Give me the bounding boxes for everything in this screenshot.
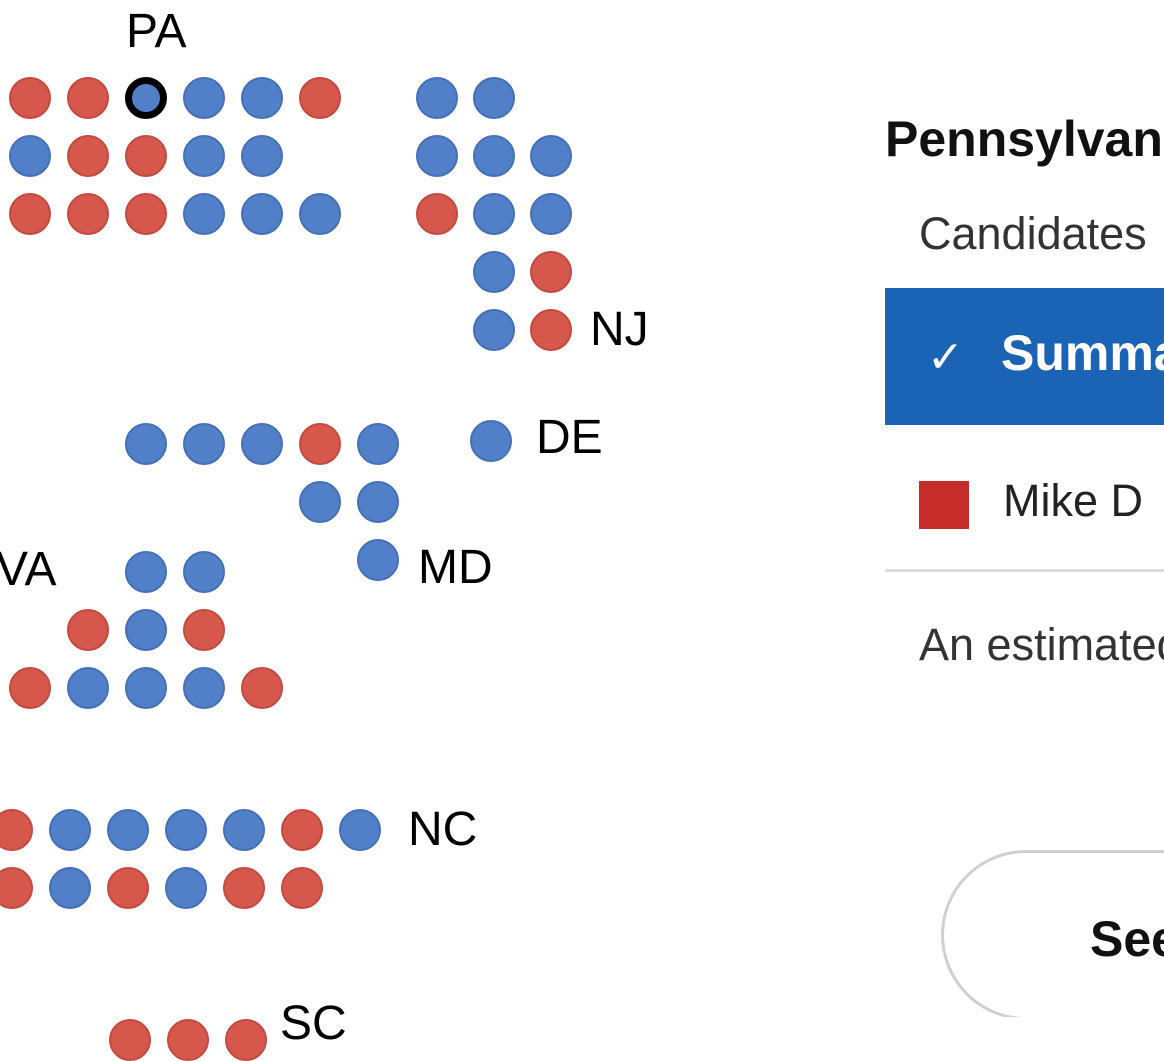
seat-dot-md-dem[interactable] (299, 481, 341, 523)
seat-dot-va-dem[interactable] (67, 667, 109, 709)
seat-dot-pa-dem[interactable] (241, 135, 283, 177)
seat-dot-va-rep[interactable] (9, 667, 51, 709)
seat-dot-pa-dem[interactable] (183, 135, 225, 177)
seat-dot-sc-rep[interactable] (167, 1019, 209, 1061)
seat-dot-nj-dem[interactable] (416, 77, 458, 119)
seat-dot-pa-rep[interactable] (9, 77, 51, 119)
seat-dot-va-rep[interactable] (67, 609, 109, 651)
estimate-note: An estimated … counted. (919, 619, 1164, 670)
seat-dot-va-dem[interactable] (183, 551, 225, 593)
seat-dot-nj-dem[interactable] (473, 309, 515, 351)
seat-dot-nc-dem[interactable] (165, 809, 207, 851)
seat-dot-nc-dem[interactable] (223, 809, 265, 851)
state-label-pa: PA (126, 5, 187, 58)
seat-dot-nc-dem[interactable] (165, 867, 207, 909)
seat-dot-nj-dem[interactable] (473, 77, 515, 119)
state-label-nj: NJ (590, 303, 649, 356)
race-detail-panel: Pennsylvania Candidates ✓ Summary Mike D… (885, 0, 1164, 1017)
seat-dot-md-dem[interactable] (357, 539, 399, 581)
summary-tab[interactable]: ✓ Summary (885, 288, 1164, 425)
seat-dot-pa-dem[interactable] (183, 77, 225, 119)
seat-dot-md-dem[interactable] (357, 481, 399, 523)
panel-title: Pennsylvania (885, 111, 1164, 167)
state-label-va: VA (0, 543, 57, 596)
seat-dot-nj-dem[interactable] (530, 135, 572, 177)
seat-dot-va-rep[interactable] (183, 609, 225, 651)
state-label-md: MD (418, 541, 493, 594)
seat-dot-md-dem[interactable] (125, 423, 167, 465)
seat-dot-sc-rep[interactable] (109, 1019, 151, 1061)
seat-dot-pa-rep[interactable] (67, 135, 109, 177)
checkmark-icon: ✓ (927, 333, 964, 382)
seat-dot-pa-dem[interactable] (125, 77, 167, 119)
seat-dot-pa-dem[interactable] (299, 193, 341, 235)
seat-dot-nc-rep[interactable] (223, 867, 265, 909)
seat-dot-de-dem[interactable] (470, 420, 512, 462)
state-label-de: DE (536, 411, 603, 464)
house-seat-dot-map: PA NJ MD DE VA NC SC (0, 5, 649, 1061)
see-button-label: See (1090, 911, 1164, 967)
seat-dot-md-dem[interactable] (183, 423, 225, 465)
seat-dot-nc-dem[interactable] (339, 809, 381, 851)
seat-dot-nc-rep[interactable] (281, 809, 323, 851)
seat-dot-pa-dem[interactable] (241, 77, 283, 119)
seat-dot-pa-dem[interactable] (9, 135, 51, 177)
seat-dot-md-dem[interactable] (241, 423, 283, 465)
seat-dot-md-dem[interactable] (357, 423, 399, 465)
seat-dot-va-rep[interactable] (241, 667, 283, 709)
seat-dot-nj-dem[interactable] (530, 193, 572, 235)
seat-dot-nc-dem[interactable] (107, 809, 149, 851)
seat-dot-pa-rep[interactable] (125, 193, 167, 235)
seat-dot-nc-rep[interactable] (107, 867, 149, 909)
seat-dot-nj-rep[interactable] (530, 251, 572, 293)
seat-dot-pa-rep[interactable] (299, 77, 341, 119)
seat-dot-pa-rep[interactable] (67, 77, 109, 119)
seat-dot-nc-rep[interactable] (0, 867, 33, 909)
seat-dot-nc-dem[interactable] (49, 867, 91, 909)
seat-dot-nj-dem[interactable] (473, 135, 515, 177)
state-label-nc: NC (408, 803, 478, 856)
seat-dot-va-dem[interactable] (125, 551, 167, 593)
seat-dot-nj-rep[interactable] (530, 309, 572, 351)
seat-dot-nc-rep[interactable] (281, 867, 323, 909)
seat-dot-va-dem[interactable] (183, 667, 225, 709)
seat-dot-nj-dem[interactable] (416, 135, 458, 177)
seat-dot-pa-rep[interactable] (67, 193, 109, 235)
seat-dot-sc-rep[interactable] (225, 1019, 267, 1061)
candidate-name: Mike D (1003, 475, 1144, 526)
seat-dot-nj-dem[interactable] (473, 193, 515, 235)
seat-dot-pa-dem[interactable] (183, 193, 225, 235)
seat-dot-pa-dem[interactable] (241, 193, 283, 235)
seat-dot-pa-rep[interactable] (125, 135, 167, 177)
party-color-swatch (919, 481, 969, 529)
state-label-sc: SC (280, 997, 347, 1050)
summary-label: Summary (1001, 325, 1164, 381)
seat-dot-nc-dem[interactable] (49, 809, 91, 851)
see-button[interactable]: See (941, 850, 1164, 1017)
seat-dot-pa-rep[interactable] (9, 193, 51, 235)
candidate-row[interactable]: Mike D (885, 425, 1164, 572)
seat-dot-nc-rep[interactable] (0, 809, 33, 851)
seat-dot-nj-dem[interactable] (473, 251, 515, 293)
seat-dot-va-dem[interactable] (125, 667, 167, 709)
candidates-header: Candidates (919, 208, 1147, 259)
seat-dot-va-dem[interactable] (125, 609, 167, 651)
seat-dot-nj-rep[interactable] (416, 193, 458, 235)
seat-dot-md-rep[interactable] (299, 423, 341, 465)
